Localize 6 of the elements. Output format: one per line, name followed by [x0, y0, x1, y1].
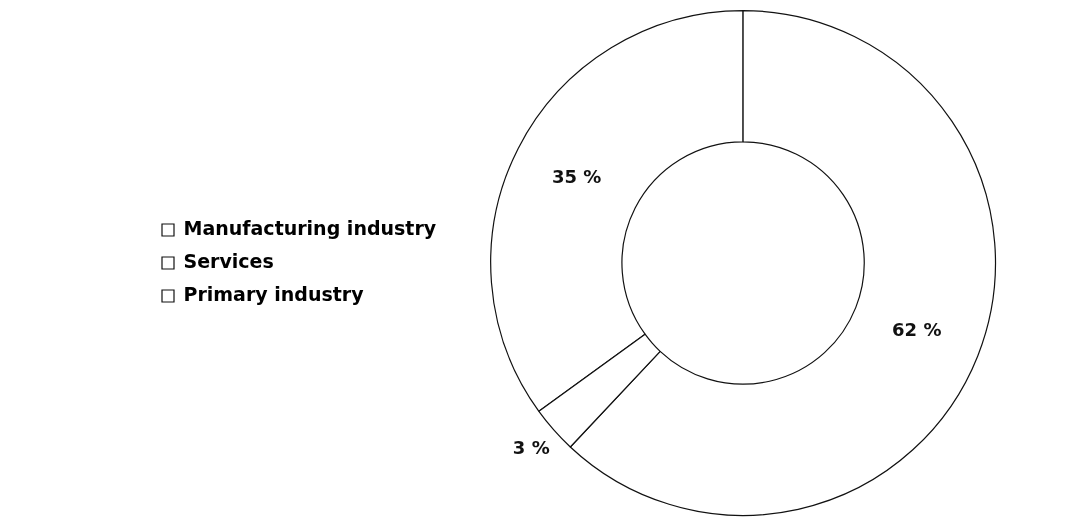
- data-label: 62 %: [892, 319, 942, 341]
- legend-label: Manufacturing industry: [183, 216, 437, 239]
- data-label: 3 %: [512, 437, 550, 459]
- legend-label: Primary industry: [183, 282, 365, 305]
- legend-label: Services: [183, 249, 274, 272]
- data-label: 35 %: [551, 165, 602, 187]
